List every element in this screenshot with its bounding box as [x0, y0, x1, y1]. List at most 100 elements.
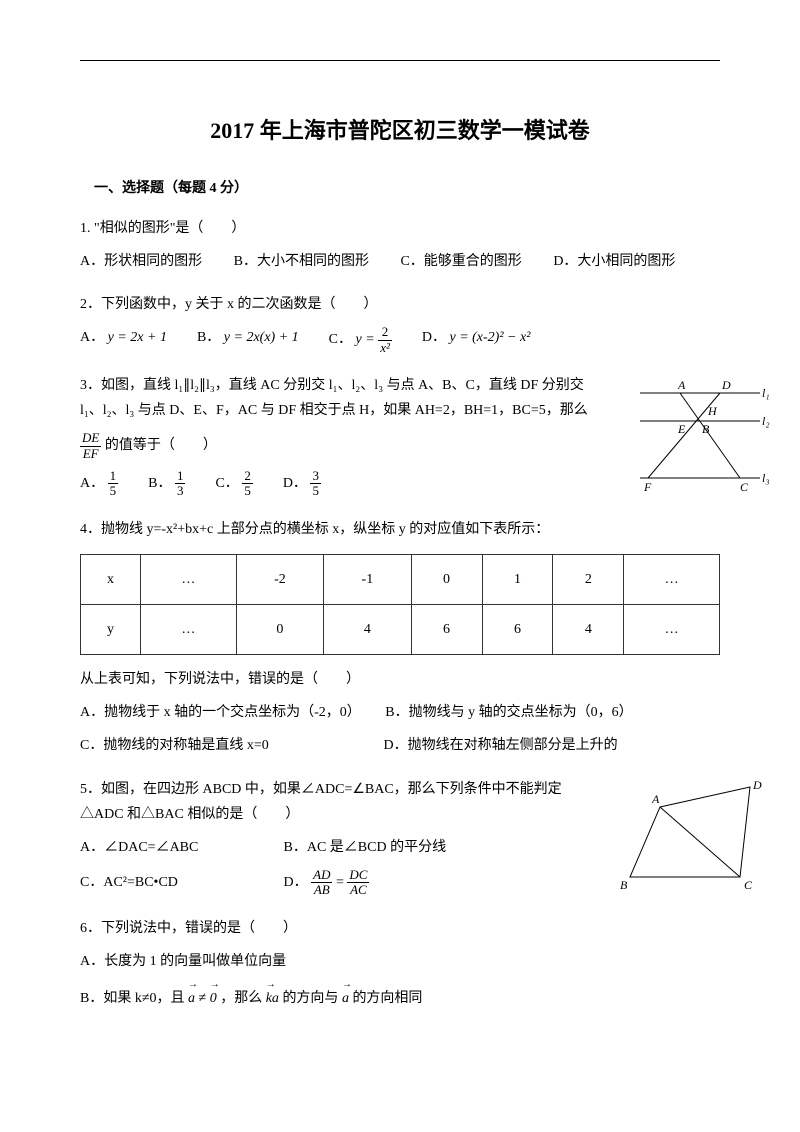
q5-d-frac1: AD AB — [311, 868, 332, 898]
q5-label-b: B — [620, 878, 628, 892]
q2-text: 2．下列函数中，y 关于 x 的二次函数是（ ） — [80, 292, 720, 317]
q3-label-l2: l₂ — [762, 414, 770, 428]
q3-a-label: A． — [80, 476, 104, 491]
q4-choice-c: C．抛物线的对称轴是直线 x=0 — [80, 733, 380, 758]
q2-choice-a: A． y = 2x + 1 — [80, 325, 167, 355]
table-row: y … 0 4 6 6 4 … — [81, 604, 720, 654]
q5-d-num2: DC — [347, 868, 369, 883]
table-cell: 4 — [553, 604, 624, 654]
table-cell: x — [81, 554, 141, 604]
top-rule — [80, 60, 720, 61]
q3-frac-den: EF — [80, 447, 101, 461]
table-cell: -1 — [324, 554, 411, 604]
q2-b-formula: y = 2x(x) + 1 — [224, 330, 299, 345]
q6-vec-0: 0 — [210, 986, 217, 1011]
q3-c-label: C． — [215, 476, 238, 491]
q2-choice-c: C． y = 2 x² — [329, 325, 392, 355]
q5-choice-a: A．∠DAC=∠ABC — [80, 835, 280, 860]
q4-choices: A．抛物线于 x 轴的一个交点坐标为（-2，0） B．抛物线与 y 轴的交点坐标… — [80, 700, 720, 758]
q4-choice-a: A．抛物线于 x 轴的一个交点坐标为（-2，0） — [80, 705, 354, 720]
q3-c-frac: 2 5 — [242, 469, 253, 499]
q3-a-den: 5 — [108, 484, 119, 498]
table-cell: y — [81, 604, 141, 654]
question-5: A D C B 5．如图，在四边形 ABCD 中，如果∠ADC=∠BAC，那么下… — [80, 777, 720, 898]
q5-choice-d: D． AD AB = DC AC — [284, 875, 370, 890]
q4-choice-d: D．抛物线在对称轴左侧部分是上升的 — [384, 738, 618, 753]
q6-b-post: 的方向相同 — [352, 991, 422, 1006]
q6-b-mid2: ，那么 — [220, 991, 262, 1006]
table-cell: 0 — [411, 554, 482, 604]
q3-label-l3: l₃ — [762, 471, 770, 485]
q5-figure: A D C B — [620, 777, 770, 897]
q2-c-den: x² — [378, 341, 392, 355]
q3-label-a: A — [677, 378, 686, 392]
q3-choice-a: A． 1 5 — [80, 469, 118, 499]
q5-d-frac2: DC AC — [347, 868, 369, 898]
q3-label-c: C — [740, 480, 749, 493]
q5-d-eq: = — [336, 875, 344, 890]
q2-a-label: A． — [80, 330, 104, 345]
q3-a-frac: 1 5 — [108, 469, 119, 499]
table-cell: 0 — [236, 604, 323, 654]
q3-label-d: D — [721, 378, 731, 392]
q3-c-num: 2 — [242, 469, 253, 484]
q6-b-mid1: ≠ — [199, 991, 207, 1006]
q6-choices: A．长度为 1 的向量叫做单位向量 B．如果 k≠0，且 a ≠ 0 ，那么 k… — [80, 949, 720, 1011]
table-cell: 2 — [553, 554, 624, 604]
table-cell: 6 — [482, 604, 553, 654]
table-cell: 6 — [411, 604, 482, 654]
q2-a-formula: y = 2x + 1 — [108, 330, 167, 345]
q3-figure: A D H E B F C l₁ l₂ l₃ — [640, 373, 770, 493]
q3-label-e: E — [677, 422, 686, 436]
q6-vec-a2: a — [342, 986, 349, 1011]
question-3: A D H E B F C l₁ l₂ l₃ 3．如图，直线 l₁∥l₂∥l₃，… — [80, 373, 720, 499]
q5-choice-c: C．AC²=BC•CD — [80, 870, 280, 895]
table-row: x … -2 -1 0 1 2 … — [81, 554, 720, 604]
q2-c-label: C． — [329, 332, 352, 347]
q3-label-f: F — [643, 480, 652, 493]
q2-d-formula: y = (x-2)² − x² — [449, 330, 530, 345]
q3-frac-line: DE EF 的值等于（ ） — [80, 431, 590, 461]
q3-label-l1: l₁ — [762, 386, 770, 400]
q1-choice-b: B．大小不相同的图形 — [234, 254, 369, 269]
q3-frac-num: DE — [80, 431, 101, 446]
q2-choice-d: D． y = (x-2)² − x² — [422, 325, 531, 355]
q5-d-label: D． — [284, 875, 308, 890]
q3-choice-b: B． 1 3 — [148, 469, 185, 499]
q5-label-c: C — [744, 878, 753, 892]
q3-d-den: 5 — [310, 484, 321, 498]
q3-a-num: 1 — [108, 469, 119, 484]
q5-label-a: A — [651, 792, 660, 806]
q4-text: 4．抛物线 y=-x²+bx+c 上部分点的横坐标 x，纵坐标 y 的对应值如下… — [80, 517, 720, 542]
q3-c-den: 5 — [242, 484, 253, 498]
q3-b-den: 3 — [175, 484, 186, 498]
q4-choice-b: B．抛物线与 y 轴的交点坐标为（0，6） — [385, 705, 632, 720]
q3-d-num: 3 — [310, 469, 321, 484]
q3-d-label: D． — [283, 476, 307, 491]
q1-choices: A．形状相同的图形 B．大小不相同的图形 C．能够重合的图形 D．大小相同的图形 — [80, 249, 720, 274]
q5-text: 5．如图，在四边形 ABCD 中，如果∠ADC=∠BAC，那么下列条件中不能判定… — [80, 777, 570, 827]
table-cell: -2 — [236, 554, 323, 604]
q5-d-num1: AD — [311, 868, 332, 883]
q3-label-h: H — [707, 404, 718, 418]
table-cell: … — [141, 604, 237, 654]
q2-c-frac: 2 x² — [378, 325, 392, 355]
q6-b-pre: B．如果 k≠0，且 — [80, 991, 185, 1006]
table-cell: … — [624, 604, 720, 654]
table-cell: … — [624, 554, 720, 604]
q3-label-b: B — [702, 422, 710, 436]
q6-vec-a1: a — [188, 986, 195, 1011]
q3-b-num: 1 — [175, 469, 186, 484]
q6-vec-ka: ka — [266, 986, 279, 1011]
q2-choices: A． y = 2x + 1 B． y = 2x(x) + 1 C． y = 2 … — [80, 325, 720, 355]
q3-text1: 3．如图，直线 l₁∥l₂∥l₃，直线 AC 分别交 l₁、l₂、l₃ 与点 A… — [80, 373, 590, 423]
q1-choice-a: A．形状相同的图形 — [80, 254, 202, 269]
q3-d-frac: 3 5 — [310, 469, 321, 499]
table-cell: … — [141, 554, 237, 604]
q6-b-mid3: 的方向与 — [282, 991, 338, 1006]
question-2: 2．下列函数中，y 关于 x 的二次函数是（ ） A． y = 2x + 1 B… — [80, 292, 720, 355]
q1-choice-d: D．大小相同的图形 — [553, 254, 675, 269]
q3-choice-d: D． 3 5 — [283, 469, 321, 499]
q1-text: 1. "相似的图形"是（ ） — [80, 216, 720, 241]
q4-table: x … -2 -1 0 1 2 … y … 0 4 6 6 4 … — [80, 554, 720, 655]
